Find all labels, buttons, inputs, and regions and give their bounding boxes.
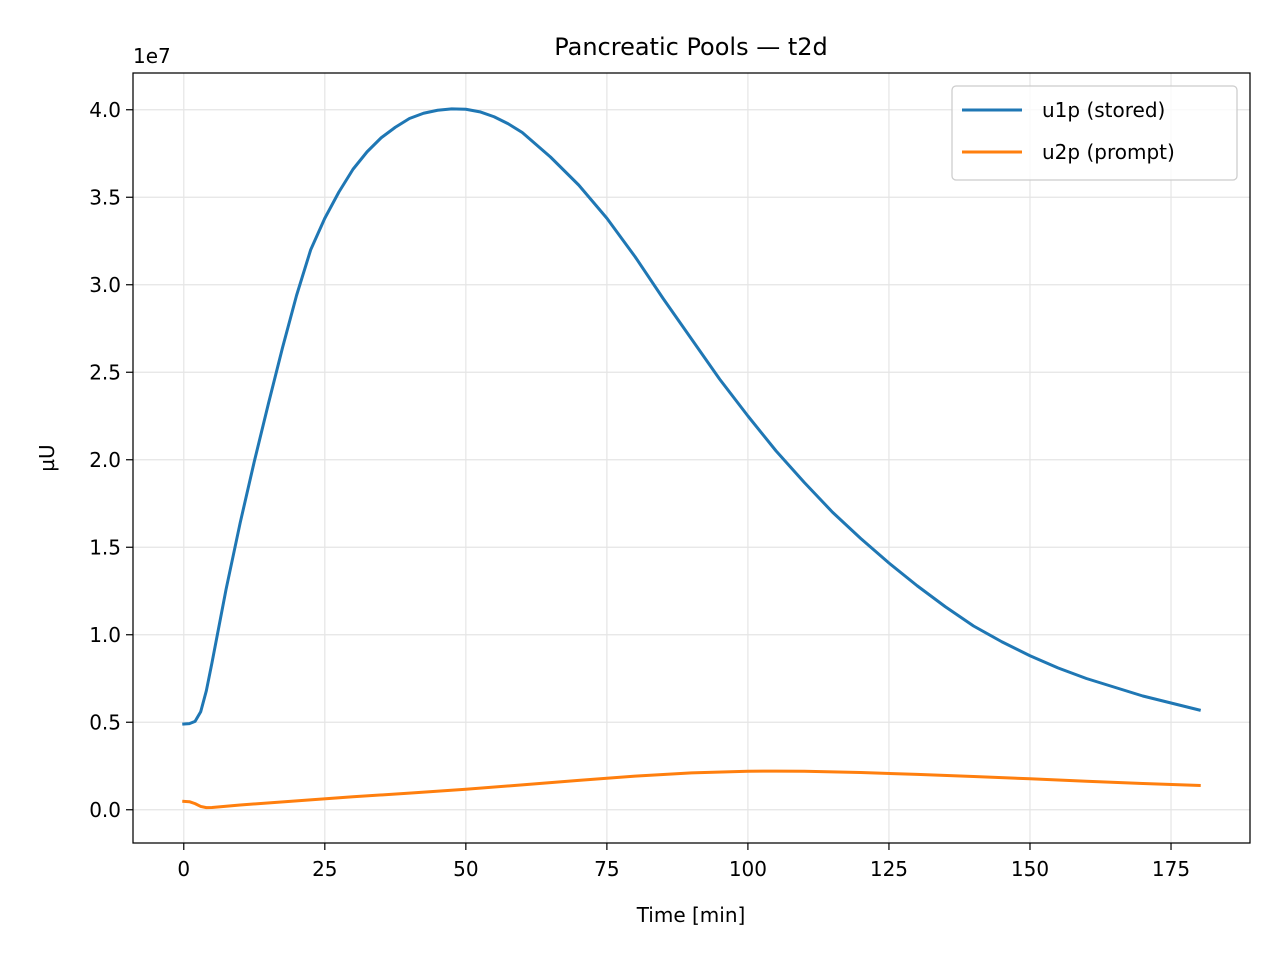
x-tick-label: 25 <box>312 857 337 881</box>
legend-box <box>951 85 1238 181</box>
y-tick-label: 2.0 <box>89 448 121 472</box>
x-tick-label: 125 <box>870 857 908 881</box>
x-axis: 0 25 50 75 100 125 150 175 <box>177 843 1190 881</box>
y-tick-label: 3.5 <box>89 185 121 209</box>
y-tick-label: 4.0 <box>89 98 121 122</box>
plot-series <box>182 107 1202 810</box>
legend: u1p (stored) u2p (prompt) <box>951 85 1238 181</box>
y-axis-offset-label: 1e7 <box>133 44 171 68</box>
y-tick-label: 0.0 <box>89 798 121 822</box>
x-tick-label: 50 <box>453 857 478 881</box>
y-axis: 0.0 0.5 1.0 1.5 2.0 2.5 3.0 3.5 4.0 <box>89 98 133 822</box>
x-tick-label: 0 <box>177 857 190 881</box>
x-tick-label: 150 <box>1011 857 1049 881</box>
y-tick-label: 1.0 <box>89 623 121 647</box>
y-tick-label: 0.5 <box>89 710 121 734</box>
x-tick-label: 175 <box>1152 857 1190 881</box>
x-tick-label: 75 <box>594 857 619 881</box>
legend-label-u1p: u1p (stored) <box>1042 98 1165 122</box>
y-axis-title: µU <box>35 444 59 471</box>
series-line-u1p <box>182 107 1202 726</box>
y-tick-label: 1.5 <box>89 535 121 559</box>
grid-lines <box>133 73 1250 843</box>
series-line-u2p <box>182 769 1201 810</box>
plot-frame <box>132 72 1251 844</box>
y-tick-label: 3.0 <box>89 273 121 297</box>
x-axis-title: Time [min] <box>636 903 746 927</box>
x-tick-label: 100 <box>729 857 767 881</box>
y-tick-label: 2.5 <box>89 360 121 384</box>
chart-title: Pancreatic Pools — t2d <box>554 33 828 61</box>
legend-label-u2p: u2p (prompt) <box>1042 140 1175 164</box>
